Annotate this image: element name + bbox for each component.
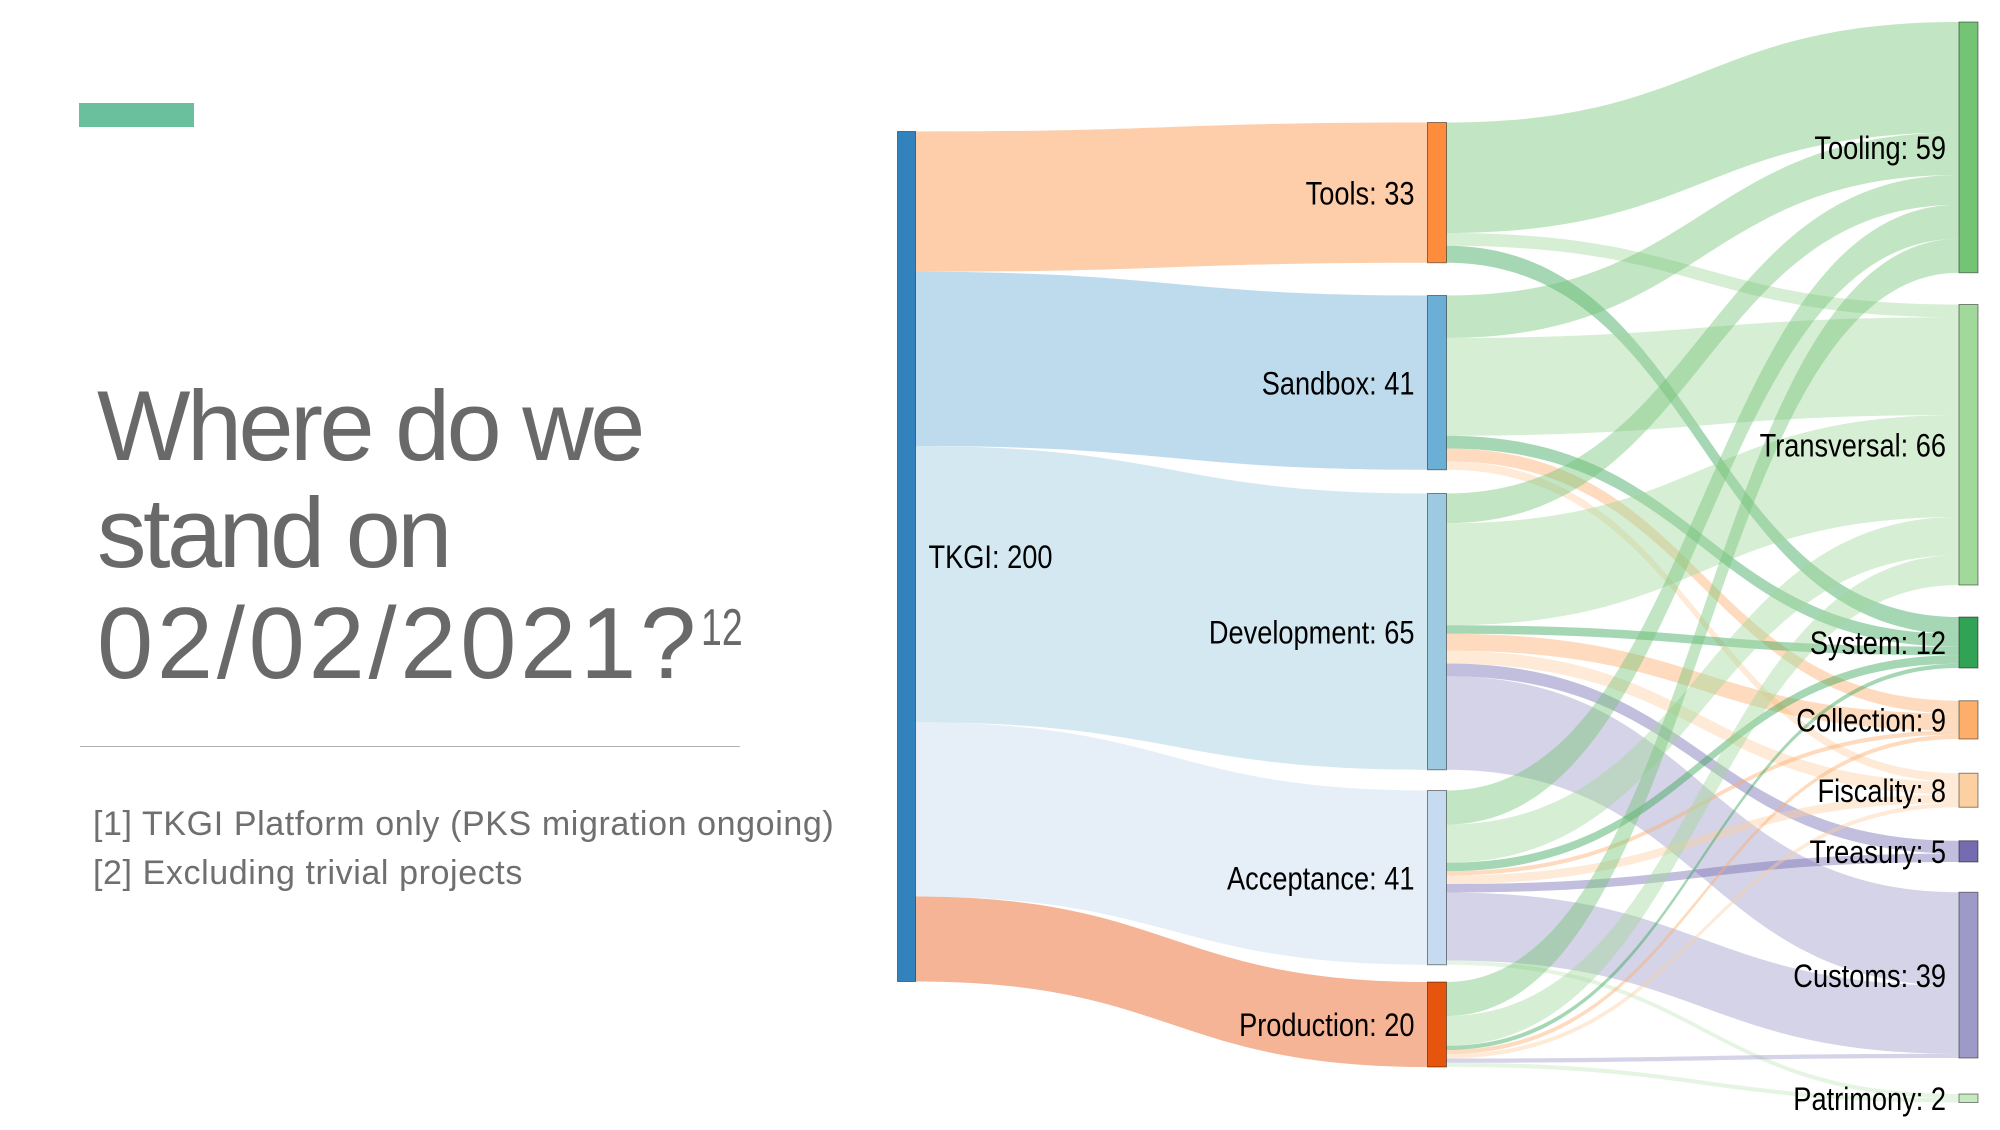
svg-text:Development: 65: Development: 65 [1209, 614, 1415, 650]
svg-text:Customs: 39: Customs: 39 [1793, 958, 1946, 994]
svg-text:Transversal: 66: Transversal: 66 [1760, 427, 1946, 463]
svg-text:Fiscality: 8: Fiscality: 8 [1818, 773, 1947, 809]
svg-text:Patrimony: 2: Patrimony: 2 [1793, 1081, 1946, 1117]
svg-text:Collection: 9: Collection: 9 [1796, 703, 1946, 739]
svg-text:Treasury: 5: Treasury: 5 [1810, 834, 1947, 870]
svg-text:Tools: 33: Tools: 33 [1306, 175, 1415, 211]
svg-text:Production: 20: Production: 20 [1239, 1007, 1414, 1043]
svg-text:Tooling: 59: Tooling: 59 [1814, 130, 1946, 166]
svg-text:Sandbox: 41: Sandbox: 41 [1262, 365, 1415, 401]
svg-text:System: 12: System: 12 [1810, 625, 1946, 661]
svg-text:TKGI: 200: TKGI: 200 [929, 539, 1053, 575]
svg-text:Acceptance: 41: Acceptance: 41 [1227, 860, 1415, 896]
